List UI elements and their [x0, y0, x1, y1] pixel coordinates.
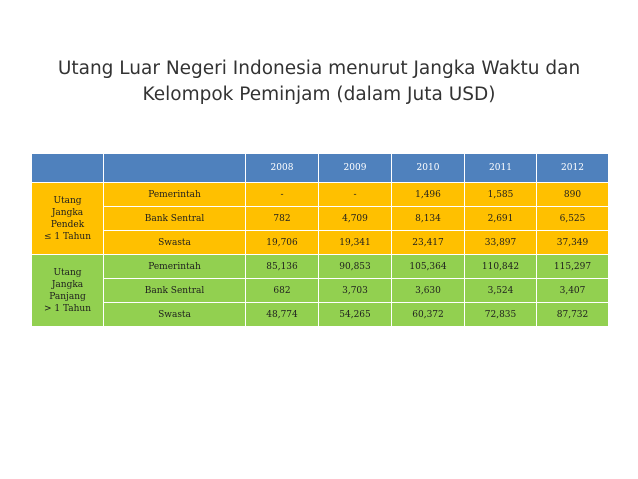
borrower-cell: Bank Sentral	[103, 206, 246, 231]
value-cell: -	[245, 182, 319, 207]
value-cell: 72,835	[464, 302, 537, 327]
title-line-1: Utang Luar Negeri Indonesia menurut Jang…	[57, 58, 581, 79]
value-cell: -	[318, 182, 392, 207]
group-label-short-term: Utang Jangka Pendek ≤ 1 Tahun	[31, 182, 104, 255]
table-header-row: 2008 2009 2010 2011 2012	[31, 153, 609, 183]
value-cell: 33,897	[464, 230, 537, 255]
value-cell: 4,709	[318, 206, 392, 231]
value-cell: 8,134	[391, 206, 465, 231]
value-cell: 105,364	[391, 254, 465, 279]
title-line-2: Kelompok Peminjam (dalam Juta USD)	[142, 84, 496, 105]
header-year: 2008	[245, 153, 319, 183]
value-cell: 3,524	[464, 278, 537, 303]
header-year: 2009	[318, 153, 392, 183]
value-cell: 90,853	[318, 254, 392, 279]
borrower-cell: Swasta	[103, 302, 246, 327]
slide-title: Utang Luar Negeri Indonesia menurut Jang…	[20, 56, 618, 108]
value-cell: 1,585	[464, 182, 537, 207]
group-label-line: Pendek	[50, 219, 85, 230]
value-cell: 682	[245, 278, 319, 303]
value-cell: 3,407	[536, 278, 609, 303]
group-label-line: Utang	[53, 267, 82, 278]
value-cell: 115,297	[536, 254, 609, 279]
value-cell: 3,630	[391, 278, 465, 303]
value-cell: 782	[245, 206, 319, 231]
value-cell: 6,525	[536, 206, 609, 231]
value-cell: 48,774	[245, 302, 319, 327]
value-cell: 19,706	[245, 230, 319, 255]
value-cell: 3,703	[318, 278, 392, 303]
borrower-cell: Pemerintah	[103, 254, 246, 279]
group-label-line: ≤ 1 Tahun	[43, 231, 92, 242]
table-row: Utang Jangka Pendek ≤ 1 Tahun Pemerintah…	[31, 182, 609, 255]
borrower-cell: Bank Sentral	[103, 278, 246, 303]
header-empty-cell	[31, 153, 104, 183]
value-cell: 87,732	[536, 302, 609, 327]
header-year: 2011	[464, 153, 537, 183]
value-cell: 37,349	[536, 230, 609, 255]
group-label-line: Jangka	[51, 279, 84, 290]
value-cell: 85,136	[245, 254, 319, 279]
value-cell: 54,265	[318, 302, 392, 327]
value-cell: 1,496	[391, 182, 465, 207]
value-cell: 110,842	[464, 254, 537, 279]
value-cell: 2,691	[464, 206, 537, 231]
group-label-line: Utang	[53, 195, 82, 206]
table-row: Bank Sentral 682 3,703 3,630 3,524 3,407	[32, 278, 609, 303]
group-label-line: Panjang	[49, 291, 86, 302]
debt-table: 2008 2009 2010 2011 2012 Utang Jangka Pe…	[31, 153, 609, 327]
value-cell: 60,372	[391, 302, 465, 327]
table-row: Swasta 48,774 54,265 60,372 72,835 87,73…	[32, 302, 609, 327]
value-cell: 19,341	[318, 230, 392, 255]
table-row: Bank Sentral 782 4,709 8,134 2,691 6,525	[32, 206, 609, 231]
group-label-line: > 1 Tahun	[43, 303, 92, 314]
borrower-cell: Pemerintah	[103, 182, 246, 207]
header-year: 2010	[391, 153, 465, 183]
value-cell: 23,417	[391, 230, 465, 255]
header-empty-cell	[103, 153, 246, 183]
table-row: Utang Jangka Panjang > 1 Tahun Pemerinta…	[31, 254, 609, 327]
table-row: Swasta 19,706 19,341 23,417 33,897 37,34…	[32, 230, 609, 255]
group-label-line: Jangka	[51, 207, 84, 218]
group-label-long-term: Utang Jangka Panjang > 1 Tahun	[31, 254, 104, 327]
header-year: 2012	[536, 153, 609, 183]
value-cell: 890	[536, 182, 609, 207]
borrower-cell: Swasta	[103, 230, 246, 255]
